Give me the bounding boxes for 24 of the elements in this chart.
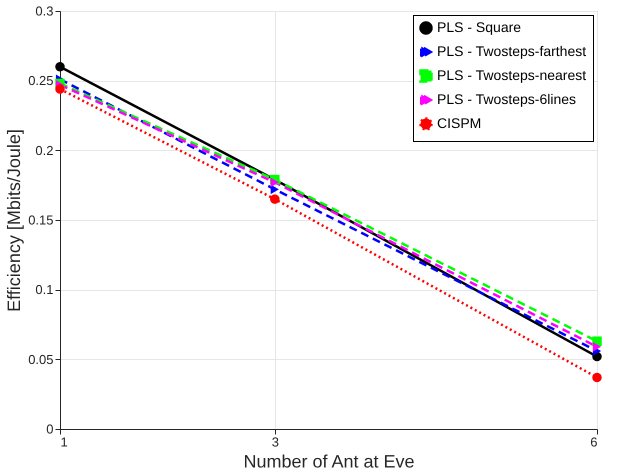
point <box>270 194 280 204</box>
x-tick-label: 3 <box>272 434 279 450</box>
x-axis-title: Number of Ant at Eve <box>243 452 415 472</box>
y-tick-label: 0.3 <box>35 4 54 18</box>
point <box>270 184 279 194</box>
legend-label: PLS - Square <box>437 19 522 35</box>
point <box>270 178 279 188</box>
y-tick-label: 0.15 <box>28 212 54 228</box>
y-tick-label: 0.1 <box>35 282 54 298</box>
legend-label: PLS - Twosteps-6lines <box>437 91 576 107</box>
point <box>55 62 65 72</box>
legend-label: CISPM <box>437 115 482 131</box>
x-tick-label: 6 <box>590 434 598 450</box>
y-tick-label: 0.2 <box>35 142 54 158</box>
point <box>592 372 602 382</box>
y-tick-label: 0.25 <box>28 73 54 88</box>
point <box>592 342 602 352</box>
point <box>55 84 65 94</box>
legend-label: PLS - Twosteps-nearest <box>437 67 586 83</box>
x-tick-label: 1 <box>60 434 68 450</box>
legend-label: PLS - Twosteps-farthest <box>437 43 586 59</box>
y-tick-label: 0.05 <box>28 352 54 367</box>
y-axis-title: Efficiency [Mbits/Joule] <box>4 129 24 312</box>
y-tick-label: 0 <box>46 422 54 436</box>
